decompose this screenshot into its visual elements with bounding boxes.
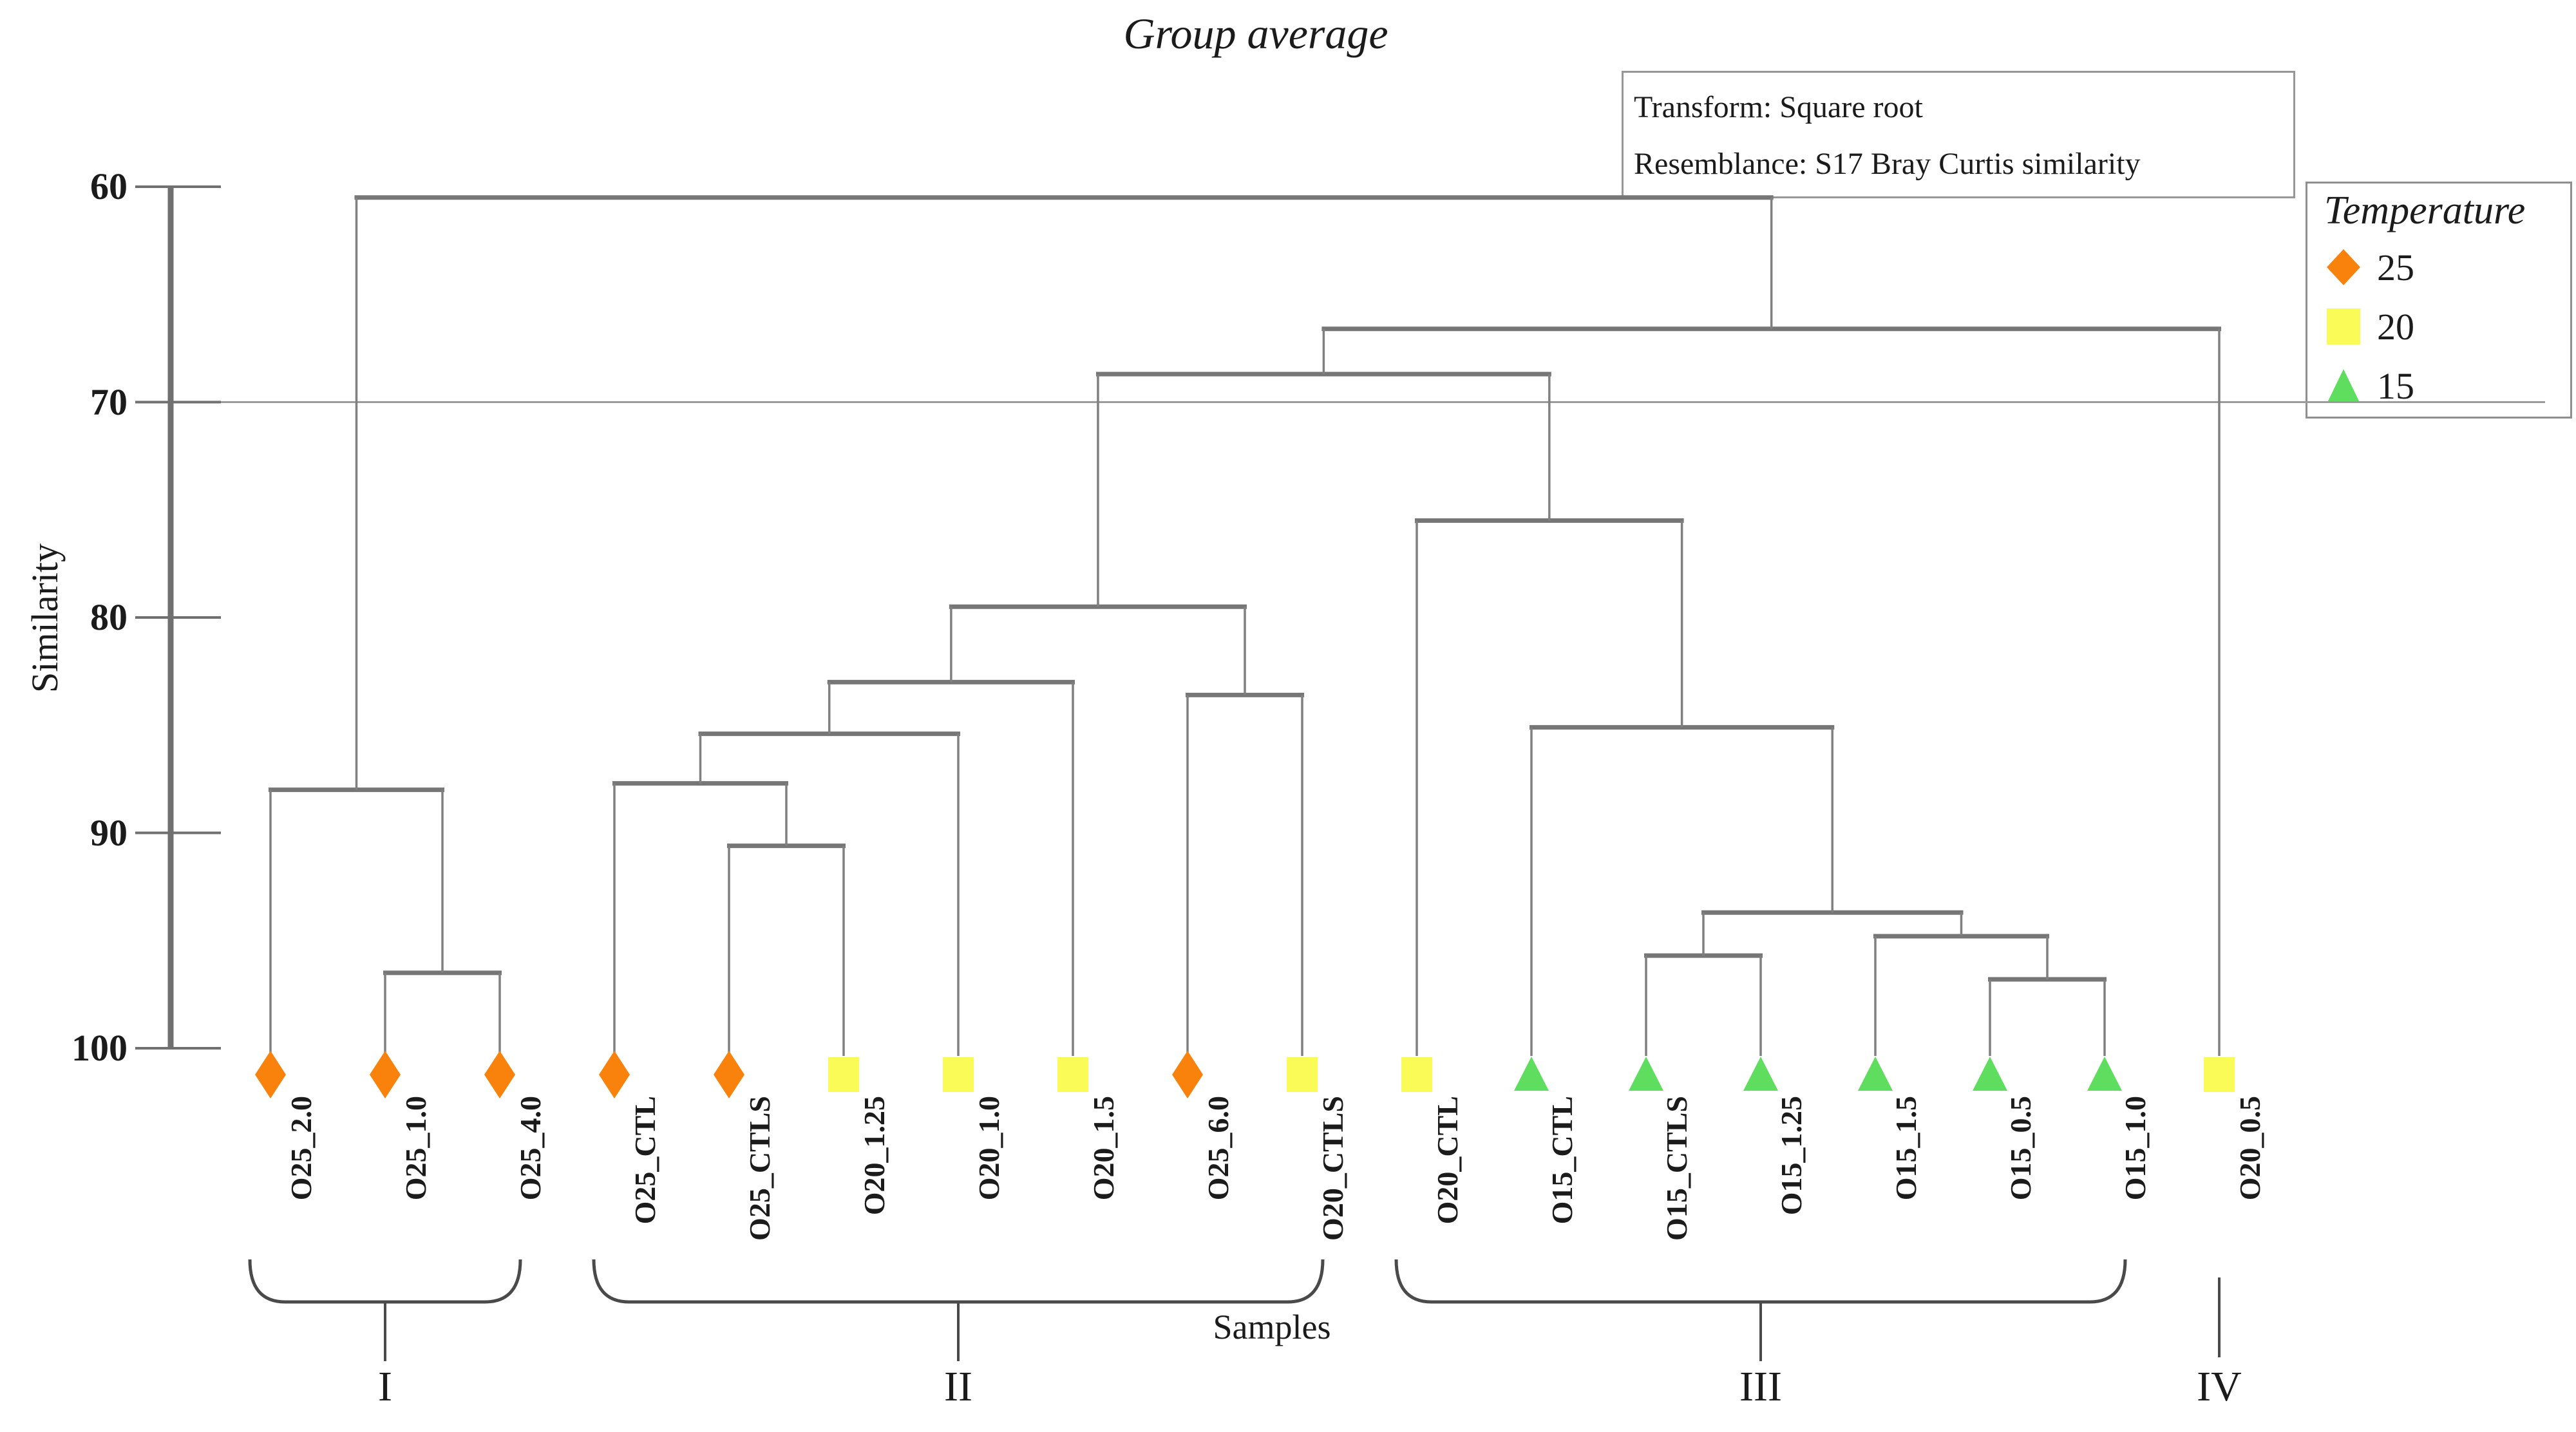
leaf-marker-triangle (1743, 1057, 1778, 1091)
analysis-info-box: Transform: Square root Resemblance: S17 … (1622, 71, 2295, 198)
sample-label: O20_CTLS (1316, 1096, 1349, 1241)
y-tick-label: 60 (90, 165, 128, 207)
leaf-marker-triangle (1973, 1057, 2007, 1091)
sample-label: O15_1.0 (2119, 1096, 2152, 1201)
leaf-marker-triangle (2087, 1057, 2122, 1091)
group-label-I: I (378, 1363, 392, 1410)
sample-label: O25_1.0 (399, 1096, 432, 1201)
sample-label: O15_CTLS (1660, 1096, 1693, 1241)
temperature-legend: Temperature 25 20 15 (2306, 182, 2572, 419)
sample-label: O20_1.25 (858, 1096, 891, 1216)
sample-label: O15_1.5 (1889, 1096, 1922, 1201)
legend-item-15: 15 (2307, 356, 2570, 415)
legend-item-25: 25 (2307, 238, 2570, 297)
group-brace (592, 1259, 1325, 1304)
group-label-IV: IV (2197, 1363, 2242, 1410)
square-icon (2327, 308, 2360, 344)
sample-label: O25_2.0 (285, 1096, 317, 1201)
legend-item-label: 20 (2377, 305, 2414, 348)
legend-item-label: 25 (2377, 246, 2414, 288)
y-tick-label: 100 (71, 1027, 128, 1069)
resemblance-info: Resemblance: S17 Bray Curtis similarity (1634, 147, 2141, 181)
y-tick-label: 90 (90, 811, 128, 854)
sample-label: O15_1.25 (1775, 1096, 1808, 1216)
leaf-marker-square (1287, 1057, 1318, 1092)
y-tick-label: 70 (90, 381, 128, 423)
sample-label: O15_CTL (1546, 1096, 1578, 1225)
group-brace (248, 1259, 522, 1304)
group-brace (1394, 1259, 2127, 1304)
legend-title: Temperature (2324, 189, 2526, 232)
leaf-marker-diamond (370, 1051, 401, 1098)
leaf-marker-square (943, 1057, 974, 1092)
legend-item-label: 15 (2377, 364, 2414, 407)
leaf-marker-triangle (1514, 1057, 1549, 1091)
leaf-marker-square (1401, 1057, 1432, 1092)
leaf-marker-diamond (484, 1051, 515, 1098)
y-tick-label: 80 (90, 596, 128, 638)
x-axis-title: Samples (1213, 1308, 1331, 1346)
sample-label: O25_CTL (629, 1096, 661, 1225)
legend-item-20: 20 (2307, 297, 2570, 356)
sample-label: O20_0.5 (2233, 1096, 2266, 1201)
sample-label: O20_1.5 (1087, 1096, 1120, 1201)
group-label-III: III (1739, 1363, 1782, 1410)
sample-label: O25_4.0 (514, 1096, 547, 1201)
transform-info: Transform: Square root (1634, 90, 1923, 124)
leaf-marker-diamond (599, 1051, 630, 1098)
leaf-marker-diamond (255, 1051, 286, 1098)
leaf-marker-square (828, 1057, 859, 1092)
chart-title: Group average (1123, 9, 1388, 58)
group-label-II: II (944, 1363, 972, 1410)
leaf-marker-triangle (1858, 1057, 1893, 1091)
leaf-marker-diamond (714, 1051, 744, 1098)
sample-label: O25_6.0 (1202, 1096, 1235, 1201)
leaf-marker-square (2204, 1057, 2235, 1092)
leaf-marker-square (1057, 1057, 1088, 1092)
sample-label: O20_CTL (1431, 1096, 1464, 1225)
sample-label: O20_1.0 (972, 1096, 1005, 1201)
sample-label: O15_0.5 (2004, 1096, 2037, 1201)
leaf-marker-triangle (1629, 1057, 1663, 1091)
sample-label: O25_CTLS (743, 1096, 776, 1241)
leaf-marker-diamond (1172, 1051, 1203, 1098)
